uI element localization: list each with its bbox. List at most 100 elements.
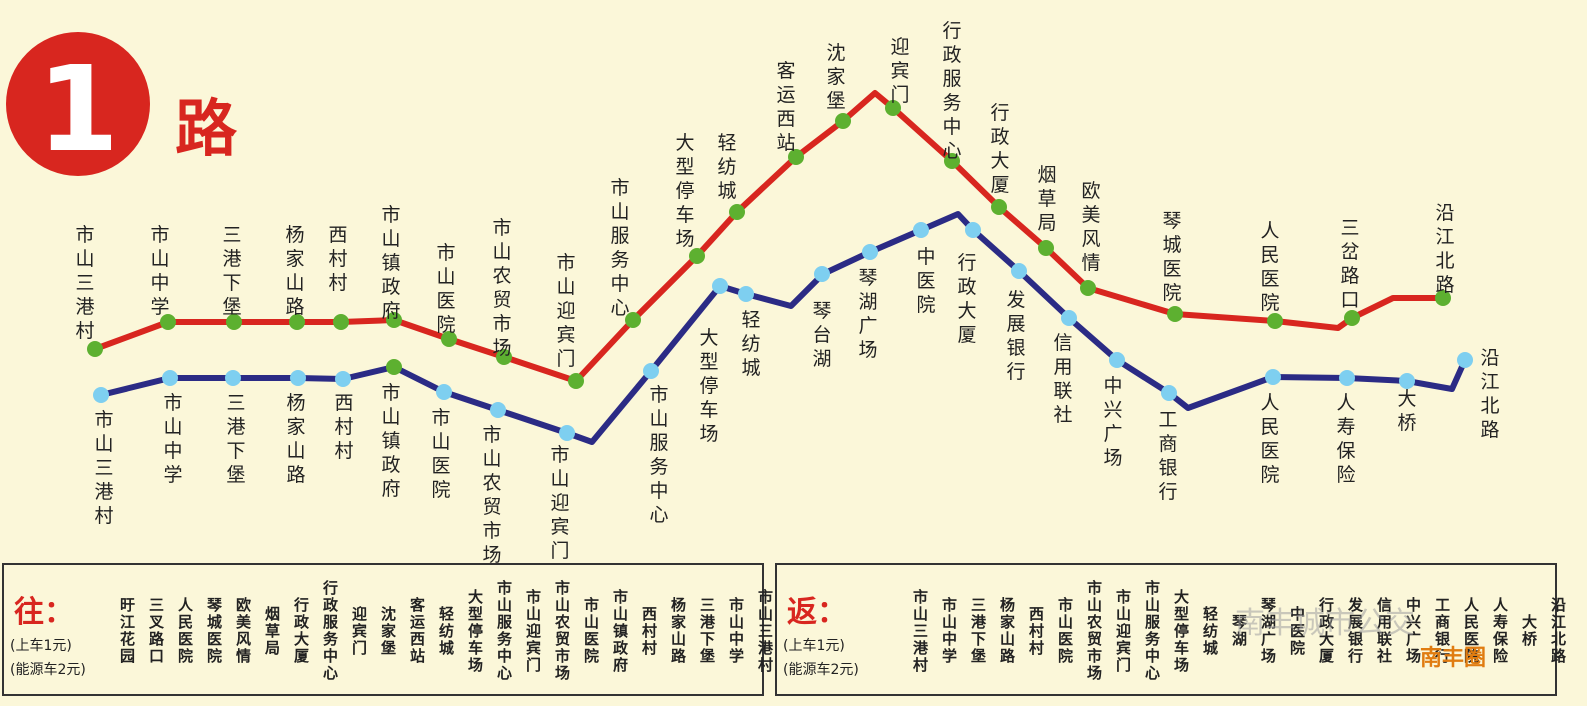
inbound-stop-label: 市山医院 [431, 407, 450, 501]
outbound-stop-label: 迎宾门 [890, 36, 909, 106]
return-stop-cell: 大桥 [1520, 614, 1538, 648]
outbound-stop-dot [441, 331, 457, 347]
inbound-stop-dot [1109, 352, 1125, 368]
outbound-line [93, 90, 1443, 384]
inbound-stop-label: 市山镇政府 [381, 382, 400, 500]
return-table: 返： (上车1元) (能源车2元) 市山三港村 市山中学 三港下堡 杨家山路 西村村 市山… [775, 563, 1567, 696]
outbound-stop-label: 人民医院 [1260, 220, 1279, 314]
inbound-stop-dot [738, 286, 754, 302]
outbound-stop-label: 市山服务中心 [610, 177, 629, 319]
inbound-stop-dot [712, 278, 728, 294]
return-stop-cell: 市山迎宾门 [1114, 588, 1132, 674]
outbound-stop-dot [496, 349, 512, 365]
outbound-stop-dot [689, 248, 705, 264]
outbound-stop-label: 沈家堡 [826, 42, 845, 112]
outbound-stop-label: 欧美风情 [1081, 180, 1100, 274]
outbound-stop-label: 市山中学 [150, 224, 169, 318]
outbound-stop-columns: 旴江花园 三叉路口 人民医院 琴城医院 欧美风情 烟草局 行政大厦 行政服务中心 迎宾门 沈家堡客… [112, 569, 779, 693]
outbound-stop-dot [991, 199, 1007, 215]
inbound-stop-dot [386, 359, 402, 375]
inbound-stop-dot [1161, 385, 1177, 401]
outbound-stop-cell: 琴城医院 [205, 597, 223, 665]
return-stop-cell: 发展银行 [1346, 597, 1364, 665]
return-stop-cell: 人民医院 [1462, 597, 1480, 665]
return-stop-cell: 市山服务中心 [1143, 580, 1161, 682]
outbound-stop-dot [568, 373, 584, 389]
inbound-stop-dot [965, 222, 981, 238]
inbound-stop-label: 工商银行 [1158, 409, 1177, 503]
outbound-stop-label: 市山迎宾门 [556, 252, 575, 370]
outbound-stop-dot [160, 314, 176, 330]
outbound-stop-label: 琴城医院 [1162, 210, 1181, 304]
inbound-stop-label: 发展银行 [1006, 289, 1025, 383]
outbound-stop-dot [944, 153, 960, 169]
return-stop-cell: 市山中学 [940, 597, 958, 665]
outbound-stop-dot [87, 341, 103, 357]
outbound-stop-cell: 市山镇政府 [611, 588, 629, 674]
return-stop-cell: 人寿保险 [1491, 597, 1509, 665]
inbound-stop-dot [1011, 263, 1027, 279]
return-stop-cell: 杨家山路 [998, 597, 1016, 665]
outbound-stops: 市山三港村 市山中学 三港下堡 杨家山路 西村村 市山镇政府 市山医院 市山农贸市场 市山迎宾门… [75, 20, 1455, 389]
outbound-stop-dot [226, 314, 242, 330]
inbound-stop-dot [225, 370, 241, 386]
inbound-stop-dot [643, 363, 659, 379]
return-fare-energy: (能源车2元) [783, 662, 859, 678]
outbound-stop-cell: 市山迎宾门 [524, 588, 542, 674]
outbound-stop-cell: 大型停车场 [466, 588, 484, 674]
outbound-stop-cell: 市山服务中心 [495, 580, 513, 682]
inbound-stop-dot [290, 370, 306, 386]
outbound-fare-energy: (能源车2元) [10, 662, 86, 678]
inbound-stop-label: 行政大厦 [957, 252, 976, 346]
outbound-stop-dot [1038, 240, 1054, 256]
outbound-stop-cell: 市山中学 [727, 597, 745, 665]
return-stop-cell: 市山医院 [1056, 597, 1074, 665]
outbound-stop-dot [1080, 280, 1096, 296]
inbound-stop-dot [1457, 352, 1473, 368]
outbound-stop-cell: 市山农贸市场 [553, 580, 571, 682]
outbound-stop-dot [1267, 313, 1283, 329]
return-stop-cell: 信用联社 [1375, 597, 1393, 665]
inbound-stop-dot [1339, 370, 1355, 386]
return-stop-cell: 工商银行 [1433, 597, 1451, 665]
return-stop-cell: 市山三港村 [911, 588, 929, 674]
return-stop-cell: 中医院 [1288, 605, 1306, 657]
outbound-stop-label: 三岔路口 [1340, 217, 1359, 311]
outbound-stop-cell: 沈家堡 [379, 605, 397, 657]
inbound-stop-label: 信用联社 [1053, 332, 1072, 426]
return-stop-columns: 市山三港村 市山中学 三港下堡 杨家山路 西村村 市山医院 市山农贸市场 市山迎宾门 市山服务中… [905, 569, 1572, 693]
inbound-stops: 市山三港村市山中学三港下堡杨家山路西村村市山镇政府市山医院市山农贸市场市山迎宾门… [93, 222, 1500, 566]
inbound-stop-dot [490, 402, 506, 418]
outbound-stop-cell: 烟草局 [263, 605, 281, 657]
route-suffix: 路 [175, 92, 238, 165]
inbound-stop-dot [862, 244, 878, 260]
inbound-stop-dot [913, 222, 929, 238]
return-stop-cell: 市山农贸市场 [1085, 580, 1103, 682]
watermark-text: 南丰城市公交 [1235, 606, 1415, 641]
outbound-stop-cell: 西村村 [640, 605, 658, 657]
outbound-stop-cell: 客运西站 [408, 597, 426, 665]
inbound-stop-label: 沿江北路 [1480, 347, 1499, 441]
inbound-stop-label: 市山迎宾门 [550, 444, 569, 562]
outbound-stop-dot [1344, 310, 1360, 326]
outbound-stop-dot [386, 312, 402, 328]
inbound-stop-dot [436, 384, 452, 400]
return-stop-cell: 沿江北路 [1549, 597, 1567, 665]
outbound-stop-dot [885, 100, 901, 116]
outbound-stop-cell: 轻纺城 [437, 605, 455, 657]
outbound-stop-dot [289, 314, 305, 330]
outbound-stop-label: 市山镇政府 [381, 204, 400, 322]
inbound-stop-label: 市山中学 [163, 392, 182, 486]
return-stop-cell: 琴湖 [1230, 614, 1248, 648]
outbound-stop-label: 轻纺城 [717, 132, 736, 202]
inbound-stop-dot [162, 370, 178, 386]
outbound-stop-dot [788, 149, 804, 165]
inbound-stop-label: 市山农贸市场 [482, 424, 501, 566]
inbound-stop-label: 人寿保险 [1336, 392, 1355, 486]
inbound-stop-label: 市山服务中心 [649, 384, 668, 526]
outbound-stop-cell: 欧美风情 [234, 597, 252, 665]
outbound-stop-label: 西村村 [328, 224, 347, 294]
outbound-stop-dot [1435, 290, 1451, 306]
outbound-stop-cell: 三叉路口 [147, 597, 165, 665]
